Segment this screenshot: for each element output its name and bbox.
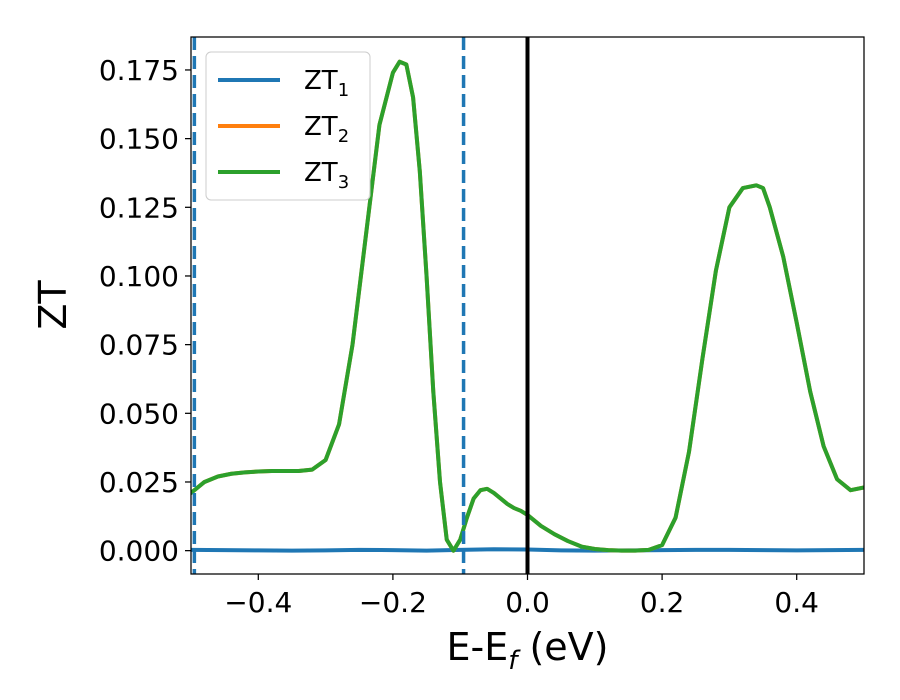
y-tick-label: 0.100 xyxy=(99,260,179,293)
y-tick-label: 0.000 xyxy=(99,535,179,568)
plot-area xyxy=(191,37,864,574)
y-tick-label: 0.125 xyxy=(99,191,179,224)
legend: ZT1 ZT2 ZT3 xyxy=(205,51,371,201)
legend-label-zt3: ZT3 xyxy=(304,158,349,193)
x-axis-label-unit: (eV) xyxy=(517,625,608,669)
x-axis-label-main: E-E xyxy=(447,625,509,669)
legend-label-zt2: ZT2 xyxy=(304,112,349,147)
legend-box xyxy=(205,51,371,201)
series-line-zt3 xyxy=(191,59,864,553)
y-tick-label: 0.075 xyxy=(99,329,179,362)
axis-ticks: −0.4 −0.2 0.0 0.2 0.4 0.000 0.025 0.050 0.075 0.1… xyxy=(99,54,819,619)
y-tick-label: 0.050 xyxy=(99,397,179,430)
x-axis-label: E-Ef (eV) xyxy=(447,625,609,676)
x-tick-label: −0.4 xyxy=(224,586,292,619)
axes-frame xyxy=(190,36,865,575)
y-axis-label: ZT xyxy=(31,280,75,330)
y-tick-label: 0.175 xyxy=(99,54,179,87)
x-tick-label: −0.2 xyxy=(359,586,427,619)
y-tick-label: 0.150 xyxy=(99,123,179,156)
x-tick-label: 0.0 xyxy=(505,586,550,619)
x-tick-label: 0.2 xyxy=(640,586,685,619)
legend-label-zt1: ZT1 xyxy=(304,66,349,101)
x-tick-label: 0.4 xyxy=(774,586,819,619)
y-tick-label: 0.025 xyxy=(99,466,179,499)
